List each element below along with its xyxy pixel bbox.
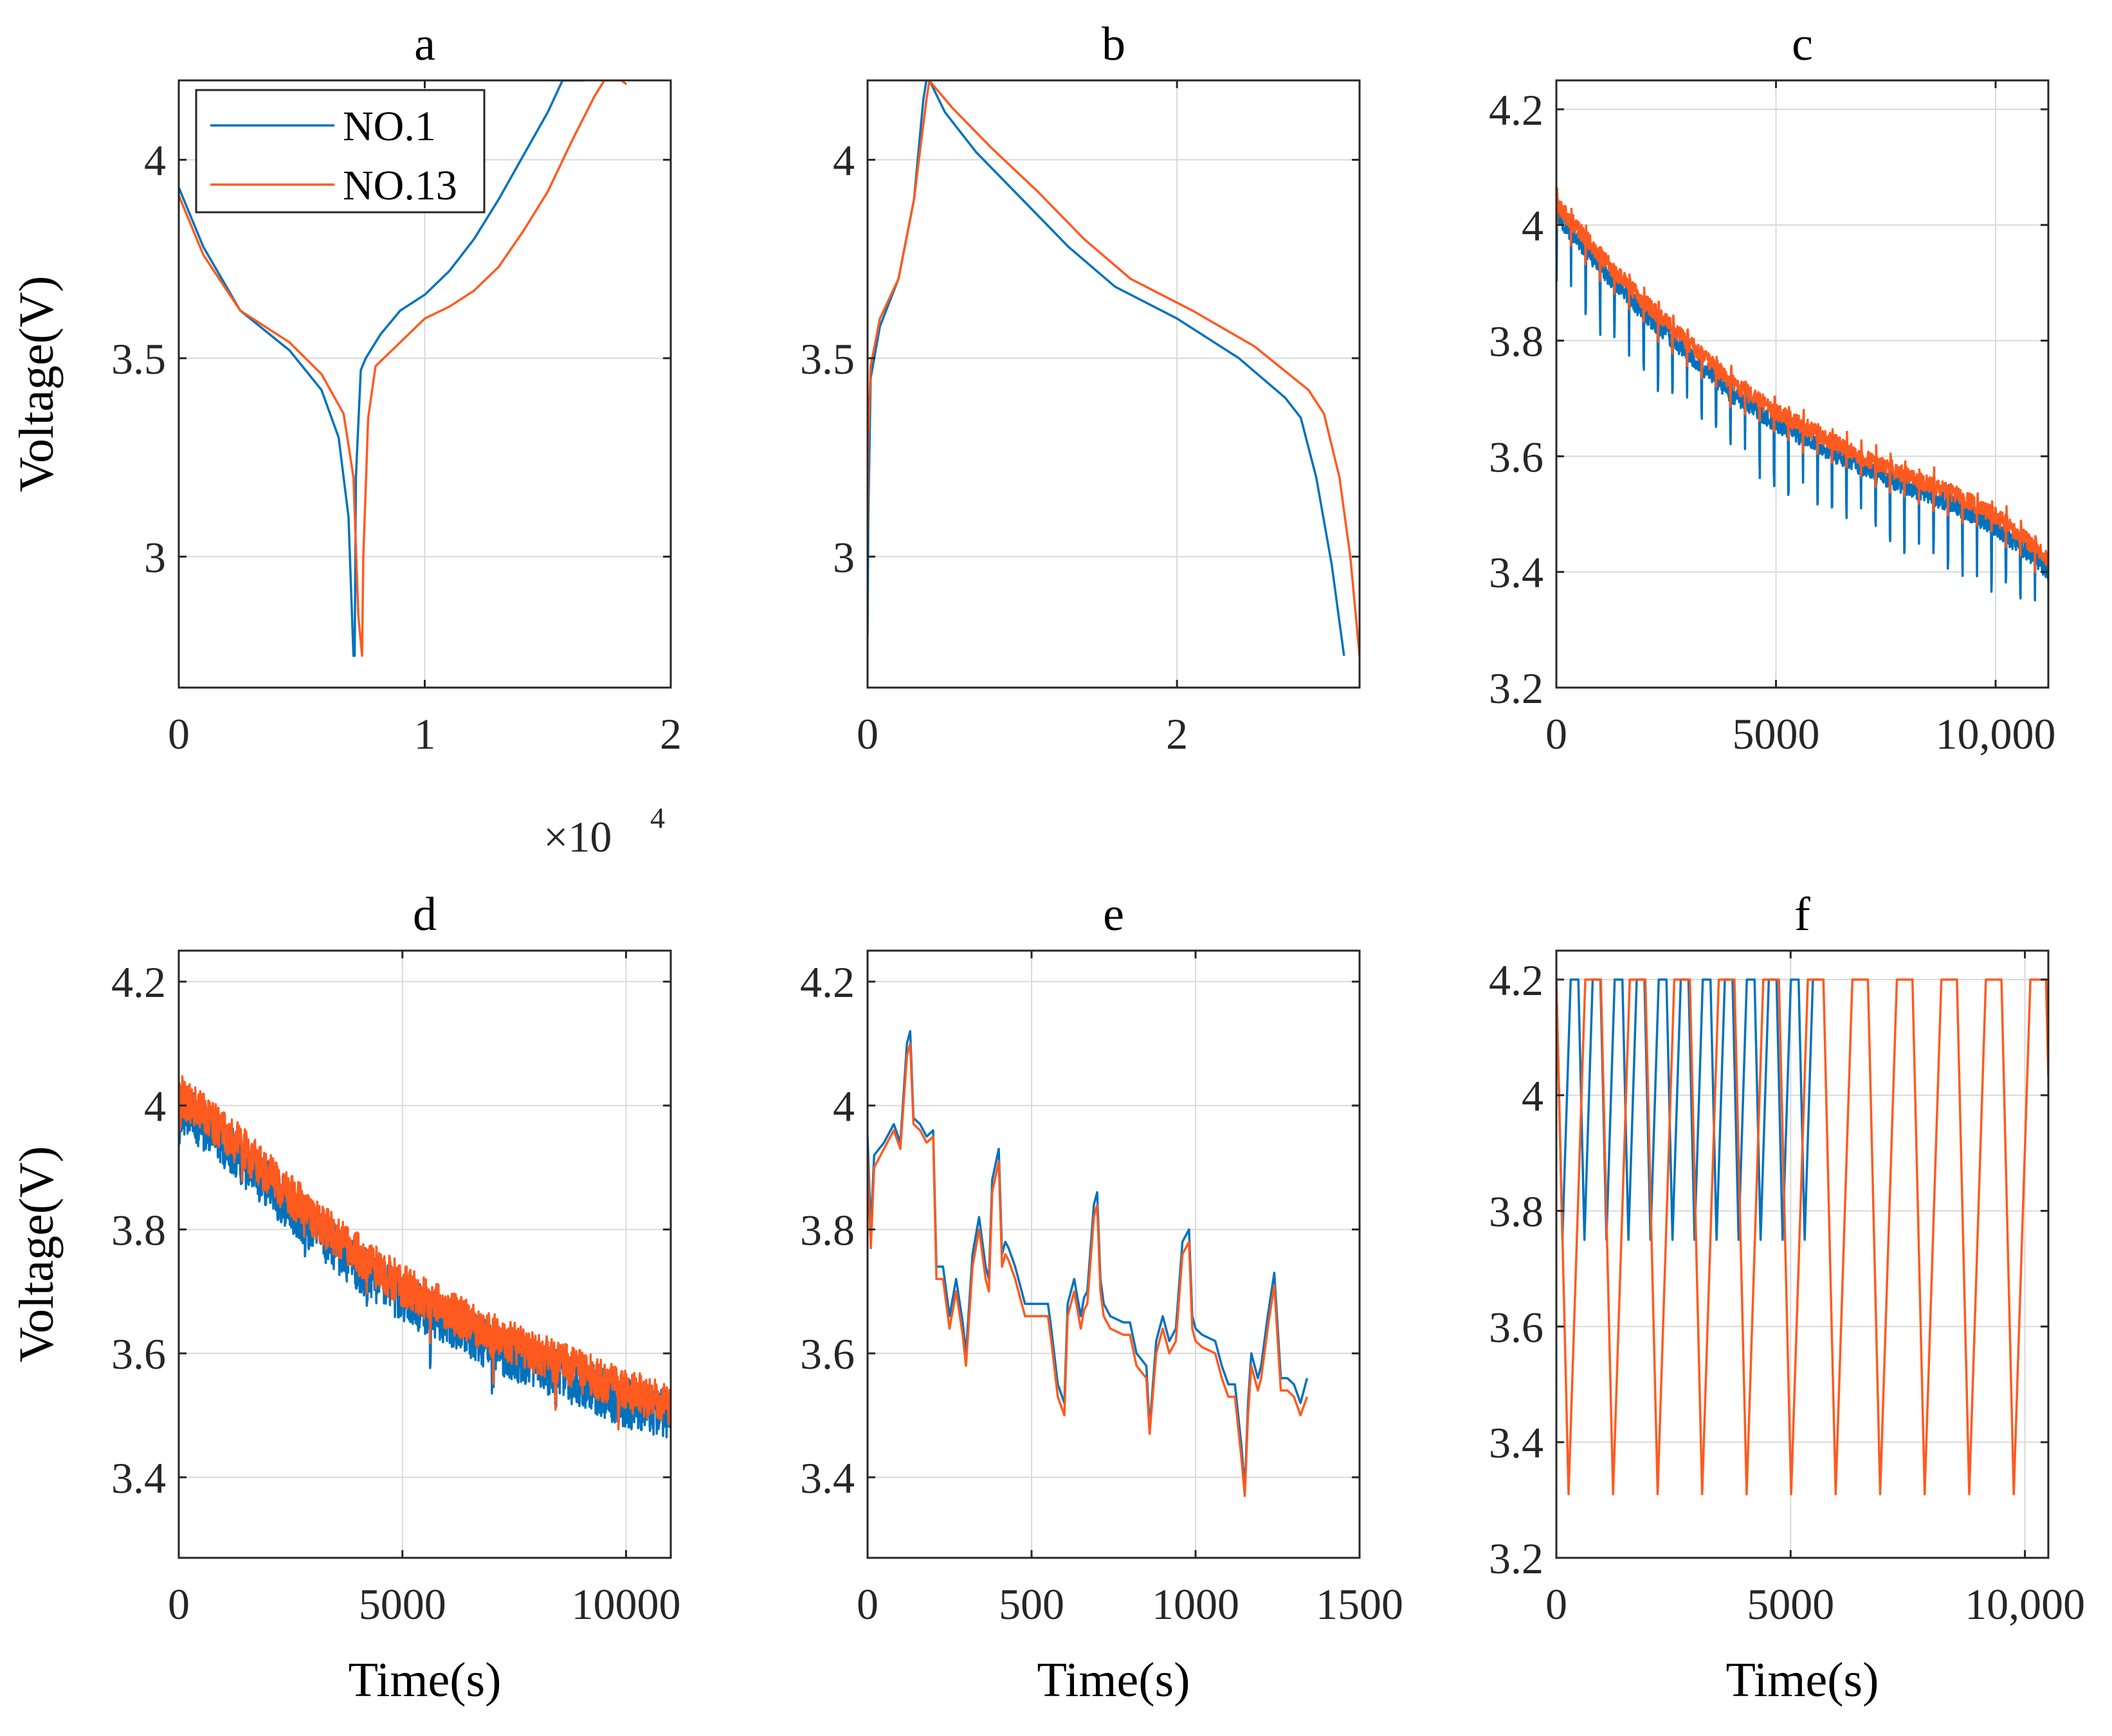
panel-a: 0 1 2 3 3.5 4 a Voltage(V) ×10 4 NO.1 NO.13: [10, 18, 682, 861]
y-tick-label: 4.2: [1489, 86, 1543, 134]
axes-frame: [178, 949, 672, 1559]
y-tick-label: 3.6: [800, 1329, 855, 1378]
x-tick-label: 5000: [1747, 1580, 1834, 1629]
y-tick-label: 4: [833, 1082, 855, 1131]
x-tick-label: 10,000: [1965, 1580, 2085, 1629]
y-tick-label: 4: [833, 136, 855, 185]
y-tick-label: 4: [1522, 1072, 1543, 1120]
y-tick-label: 3.4: [800, 1454, 855, 1503]
x-tick-label: 500: [999, 1580, 1064, 1629]
series-line-no13: [868, 80, 1360, 656]
legend-label: NO.13: [343, 162, 457, 209]
axes-frame: [1555, 949, 2050, 1559]
x-tick-label: 10,000: [1936, 709, 2056, 758]
x-multiplier: ×10: [543, 812, 612, 861]
y-tick-label: 4.2: [111, 958, 166, 1007]
x-tick-label: 0: [857, 1580, 878, 1629]
y-tick-label: 4.2: [1489, 956, 1543, 1005]
x-tick-label: 1: [414, 709, 436, 758]
y-tick-label: 3.8: [111, 1205, 166, 1254]
y-tick-label: 3: [144, 533, 166, 581]
axes-frame: [866, 79, 1361, 689]
x-axis-label: Time(s): [1726, 1653, 1879, 1707]
y-tick-label: 3.4: [1489, 548, 1543, 597]
panel-c: 0 5000 10,000 3.2 3.4 3.6 3.8 4 4.2 c: [1489, 18, 2056, 758]
x-axis-label: Time(s): [1037, 1653, 1190, 1707]
x-tick-label: 0: [168, 709, 190, 758]
series-line-no13: [1556, 978, 2048, 1495]
x-axis-label: Time(s): [349, 1653, 502, 1707]
x-tick-label: 0: [168, 1580, 190, 1629]
y-tick-label: 3.4: [111, 1454, 166, 1503]
series-line-no13: [179, 80, 628, 657]
panel-d: 0 5000 10000 3.4 3.6 3.8 4 4.2 d Time(s) Voltage(V…: [10, 888, 680, 1707]
panel-e: 0 500 1000 1500 3.4 3.6 3.8 4 4.2 e Time(s): [800, 888, 1403, 1707]
y-tick-label: 3.6: [1489, 1302, 1543, 1351]
y-tick-label: 3.6: [1489, 432, 1543, 481]
panel-f: 0 5000 10,000 3.2 3.4 3.6 3.8 4 4.2 f Time(s): [1489, 888, 2085, 1707]
x-tick-label: 0: [857, 709, 878, 758]
axes-frame: [1555, 79, 2050, 689]
x-tick-label: 0: [1545, 1580, 1567, 1629]
x-tick-label: 10000: [571, 1580, 680, 1629]
legend-label: NO.1: [343, 103, 436, 150]
plot-area: [1556, 80, 2048, 688]
panel-title: d: [413, 888, 437, 941]
plot-area: [179, 951, 671, 1558]
y-tick-label: 4: [144, 1082, 166, 1131]
axes-frame: [866, 949, 1361, 1559]
x-tick-label: 5000: [1733, 709, 1820, 758]
y-tick-label: 3.8: [800, 1205, 855, 1254]
legend: NO.1 NO.13: [195, 89, 486, 214]
series-line-no1: [179, 80, 585, 657]
y-tick-label: 3.2: [1489, 1534, 1543, 1583]
panel-title: e: [1103, 888, 1124, 941]
y-tick-label: 3.6: [111, 1329, 166, 1378]
panel-title: a: [414, 18, 435, 71]
y-tick-label: 3: [833, 533, 855, 581]
y-tick-label: 3.4: [1489, 1418, 1543, 1467]
panel-b: 0 2 3 3.5 4 b: [800, 18, 1361, 758]
x-tick-label: 2: [1166, 709, 1188, 758]
panel-title: b: [1102, 18, 1125, 71]
y-tick-label: 4: [144, 136, 166, 185]
y-tick-label: 3.5: [111, 334, 166, 383]
x-multiplier-exponent: 4: [650, 801, 665, 834]
series-line-no1: [868, 80, 1345, 656]
plot-area: [868, 951, 1360, 1558]
series-line-no13: [868, 1042, 1309, 1497]
y-tick-label: 4.2: [800, 958, 855, 1007]
y-axis-label: Voltage(V): [10, 1146, 64, 1362]
x-tick-label: 0: [1545, 709, 1567, 758]
y-tick-label: 3.2: [1489, 664, 1543, 713]
y-axis-label: Voltage(V): [10, 276, 64, 492]
legend-box: [195, 89, 486, 214]
y-tick-label: 3.8: [1489, 317, 1543, 366]
series-line-no1: [868, 1030, 1309, 1491]
panel-title: f: [1794, 888, 1810, 941]
series-line-no13: [179, 1075, 671, 1431]
x-tick-label: 1500: [1316, 1580, 1403, 1629]
x-tick-label: 5000: [359, 1580, 446, 1629]
series-line-no13: [1556, 187, 2048, 573]
plot-area: [868, 80, 1360, 688]
x-tick-label: 1000: [1152, 1580, 1239, 1629]
y-tick-label: 3.8: [1489, 1187, 1543, 1236]
x-tick-label: 2: [660, 709, 682, 758]
y-tick-label: 4: [1522, 201, 1543, 250]
y-tick-label: 3.5: [800, 334, 855, 383]
plot-area: [1556, 951, 2048, 1558]
panel-title: c: [1792, 18, 1813, 71]
